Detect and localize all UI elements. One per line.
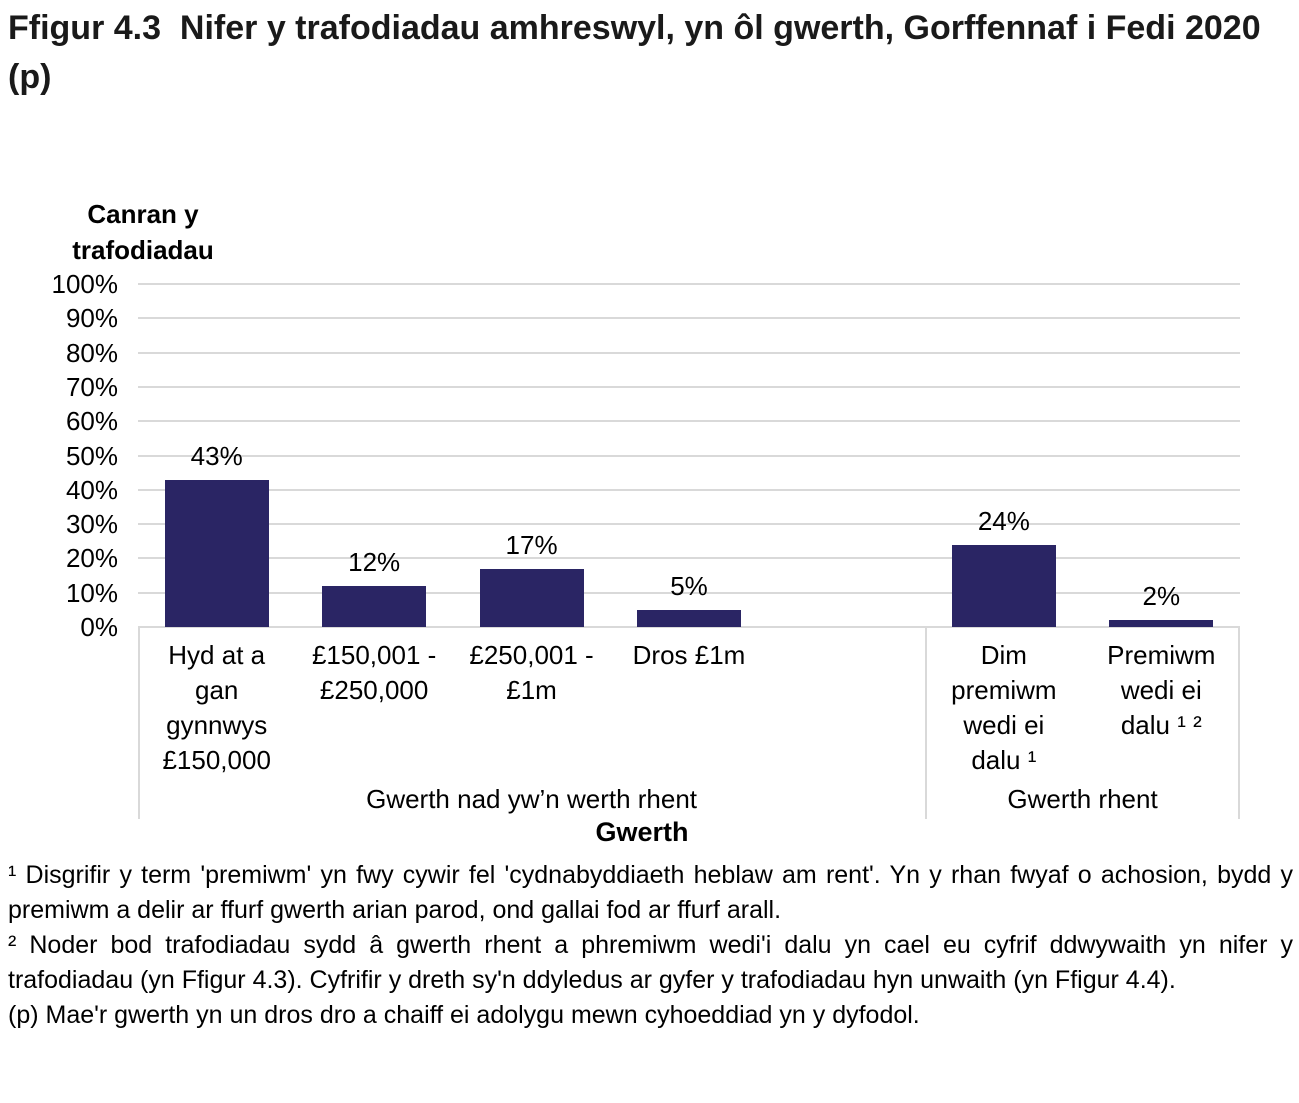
bar [322,585,427,627]
category-label: £250,001 - £1m [469,640,594,705]
gridline [138,488,1240,491]
bar-value-label: 24% [977,505,1030,536]
bar [637,609,741,627]
figure-title: Ffigur 4.3 Nifer y trafodiadau amhreswyl… [8,9,1271,96]
bar [951,544,1056,627]
y-tick-label: 0% [80,612,118,642]
bar-value-label: 43% [190,440,243,471]
bar-value-label: 12% [348,546,401,577]
y-axis-title: Canran y trafodiadau [72,199,214,265]
gridline [138,454,1240,457]
y-tick-label: 70% [65,371,118,402]
gridline [138,283,1240,285]
category-label: Dros £1m [632,640,746,670]
footnotes: ¹ Disgrifir y term 'premiwm' yn fwy cywi… [8,858,1293,1033]
y-axis-tick-labels: 100% 90% 80% 70% 60% 50% 40% 30% 20% 10% 0% [18,269,119,642]
gridline [138,591,1240,594]
group-divider [925,627,927,819]
gridline [138,351,1240,354]
bar-value-label: 17% [505,529,558,560]
footnote-1: ¹ Disgrifir y term 'premiwm' yn fwy cywi… [8,861,1293,924]
group-divider [138,627,140,819]
y-tick-label: 80% [65,337,118,368]
gridline [138,523,1240,526]
footnote-provisional: (p) Mae'r gwerth yn un dros dro a chaiff… [8,1001,920,1029]
gridline [138,317,1240,320]
bar [479,568,584,627]
category-label: £150,001 - £250,000 [311,640,437,705]
y-tick-label: 60% [65,406,118,437]
plot-area: 43% 12% 17% 5% 24% 2% [138,283,1240,628]
y-tick-label: 20% [65,543,118,574]
x-axis-title: Gwerth [595,817,689,847]
gridline [138,626,1240,628]
bar [164,479,269,627]
category-axis-area: Hyd at a gan gynnwys £150,000 £150,001 - … [138,627,1240,820]
gridline [138,420,1240,423]
footnote-2: ² Noder bod trafodiadau sydd â gwerth rh… [8,931,1293,994]
group-label: Gwerth rhent [1007,784,1158,814]
gridline [138,385,1240,388]
category-label: Dim premiwm wedi ei dalu ¹ [951,640,1057,775]
y-tick-label: 100% [51,269,119,299]
y-tick-label: 50% [65,440,118,471]
y-tick-label: 10% [65,577,118,608]
gridline [138,557,1240,560]
y-tick-label: 40% [65,474,118,505]
bar-value-label: 2% [1142,581,1181,612]
category-label: Hyd at a gan gynnwys £150,000 [162,640,271,775]
category-label: Premiwm wedi ei dalu ¹ ² [1107,640,1216,740]
group-label: Gwerth nad yw’n werth rhent [366,784,698,814]
bar [1109,620,1214,627]
bar-value-label: 5% [670,570,708,601]
y-tick-label: 30% [65,509,118,540]
y-tick-label: 90% [65,303,118,334]
group-divider [1238,627,1240,819]
